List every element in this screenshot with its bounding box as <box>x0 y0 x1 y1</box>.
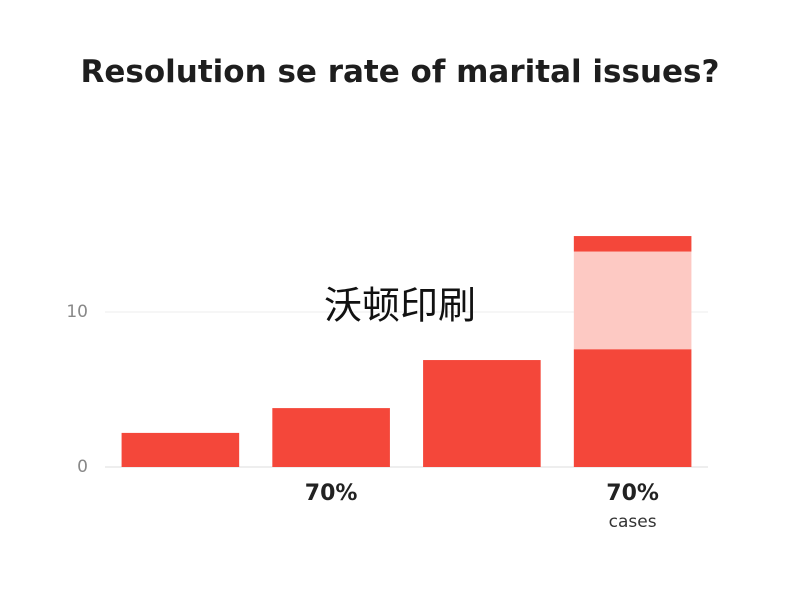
bar-segment <box>423 360 541 467</box>
annotation: cases <box>609 512 657 532</box>
watermark: 沃顿印刷 <box>324 284 476 328</box>
bar-segment <box>272 408 390 467</box>
bar-segment <box>573 251 692 350</box>
bar-segment <box>121 432 240 467</box>
bar-segment <box>573 236 692 252</box>
y-tick-label: 10 <box>66 302 88 322</box>
x-tick-label: 70% <box>606 481 659 506</box>
bar-segment <box>573 349 692 467</box>
y-tick-label: 0 <box>77 457 88 477</box>
chart-title: Resolution se rate of marital issues? <box>80 54 720 90</box>
x-tick-label: 70% <box>305 481 358 506</box>
